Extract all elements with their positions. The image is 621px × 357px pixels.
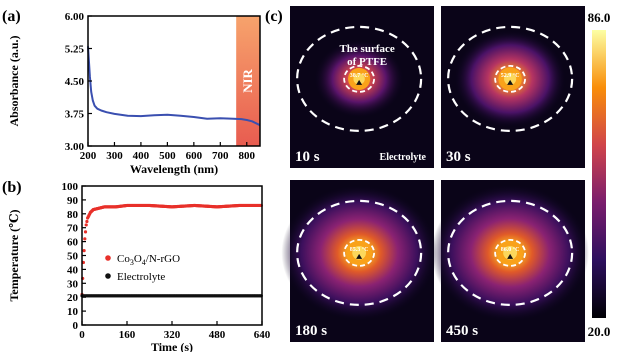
wavelength-axis-label: Wavelength (nm)	[130, 162, 218, 176]
time-axis-label: Time (s)	[151, 340, 193, 352]
y-tick-label-b: 50	[67, 251, 79, 263]
ptfe-surface-dashed-circle	[447, 199, 574, 306]
legend-marker-electrolyte	[105, 273, 111, 279]
heat-core	[352, 246, 367, 260]
x-tick-label-b: 640	[254, 329, 271, 341]
y-tick-label-b: 100	[62, 181, 79, 193]
ptfe-surface-dashed-circle	[296, 25, 423, 133]
legend-marker-co3o4	[105, 255, 111, 261]
colorbar-min-label: 20.0	[588, 324, 611, 339]
nir-band	[236, 16, 260, 146]
time-label: 10 s	[295, 149, 320, 165]
x-tick-label-a: 700	[212, 150, 229, 162]
spot-dashed-circle	[343, 65, 376, 93]
y-tick-label-b: 10	[67, 306, 79, 318]
x-tick-label-b: 480	[209, 329, 226, 341]
temperature-axis-label: Temperature (℃)	[7, 209, 21, 301]
co3o4-marker	[84, 223, 88, 227]
y-tick-label-b: 60	[67, 237, 79, 249]
time-label: 180 s	[295, 323, 327, 339]
x-tick-label-a: 500	[159, 150, 176, 162]
y-tick-label-b: 80	[67, 209, 79, 221]
ptfe-surface-dashed-circle	[296, 199, 423, 306]
spot-marker-icon	[356, 253, 363, 259]
thermal-image-4: 86.0 °C 450 s	[431, 180, 589, 342]
spot-marker-icon	[507, 79, 514, 85]
x-tick-label-a: 800	[239, 150, 256, 162]
heat-core	[504, 72, 517, 85]
spot-temperature-label: 85.3 °C	[350, 246, 369, 253]
co3o4-marker	[83, 237, 87, 241]
absorbance-axis-label: Absorbance (a.u.)	[7, 35, 21, 126]
panel-label-b: (b)	[2, 179, 22, 196]
co3o4-marker	[82, 249, 86, 253]
thermal-image-2: 52.9 °C 30 s	[441, 6, 585, 168]
y-tick-label-a: 5.25	[65, 44, 85, 56]
electrolyte-annotation: Electrolyte	[380, 152, 427, 163]
temperature-legend: Co3O4/N-rGO Electrolyte	[105, 253, 180, 283]
x-tick-label-a: 400	[133, 150, 150, 162]
y-tick-label-b: 20	[67, 292, 79, 304]
y-tick-label-b: 30	[67, 278, 79, 290]
spot-temperature-label: 86.0 °C	[501, 246, 520, 253]
y-tick-label-a: 4.50	[65, 76, 85, 88]
x-tick-label-a: 600	[186, 150, 203, 162]
x-tick-label-a: 300	[106, 150, 123, 162]
y-tick-label-a: 3.75	[65, 109, 85, 121]
colorbar-gradient	[592, 30, 606, 318]
spot-dashed-circle	[494, 238, 527, 267]
panel-label-c: (c)	[265, 8, 283, 25]
colorbar-max-label: 86.0	[588, 10, 611, 25]
legend-label-co3o4: Co3O4/N-rGO	[117, 253, 180, 267]
spot-temperature-label: 52.9 °C	[501, 72, 520, 79]
y-tick-label-b: 0	[73, 320, 79, 332]
spot-temperature-label: 38.7 °C	[350, 72, 369, 79]
nir-label: NIR	[240, 68, 255, 92]
ptfe-surface-dashed-circle	[447, 25, 574, 133]
x-tick-label-b: 0	[79, 329, 85, 341]
heat-core	[353, 73, 365, 85]
spot-marker-icon	[507, 253, 514, 259]
co3o4-marker	[83, 230, 88, 234]
ptfe-annotation: of PTFE	[347, 56, 387, 68]
x-tick-label-b: 160	[119, 329, 136, 341]
x-tick-label-b: 320	[164, 329, 181, 341]
heat-core	[503, 245, 518, 260]
absorbance-line	[87, 46, 261, 127]
y-tick-label-b: 70	[67, 223, 79, 235]
time-label: 30 s	[446, 149, 471, 165]
y-tick-label-a: 3.00	[65, 141, 85, 153]
absorbance-chart: NIR 200 300 400 500 600 700 800 3.00 3.75 4.50 5.2…	[7, 11, 261, 176]
ptfe-annotation: The surface	[339, 43, 394, 55]
y-tick-label-a: 6.00	[65, 11, 85, 23]
y-tick-label-b: 90	[67, 195, 79, 207]
legend-label-electrolyte: Electrolyte	[117, 271, 165, 283]
spot-dashed-circle	[343, 238, 376, 267]
spot-marker-icon	[356, 79, 363, 85]
time-label: 450 s	[446, 323, 478, 339]
spot-dashed-circle	[494, 65, 527, 93]
panel-label-a: (a)	[2, 8, 21, 25]
absorbance-plot-frame	[87, 15, 261, 147]
x-tick-label-a: 200	[80, 150, 97, 162]
co3o4-marker	[85, 219, 89, 224]
thermal-image-3: 85.3 °C 180 s	[281, 180, 437, 342]
y-tick-label-b: 40	[67, 264, 79, 276]
colorbar: 86.0 20.0	[588, 10, 611, 339]
